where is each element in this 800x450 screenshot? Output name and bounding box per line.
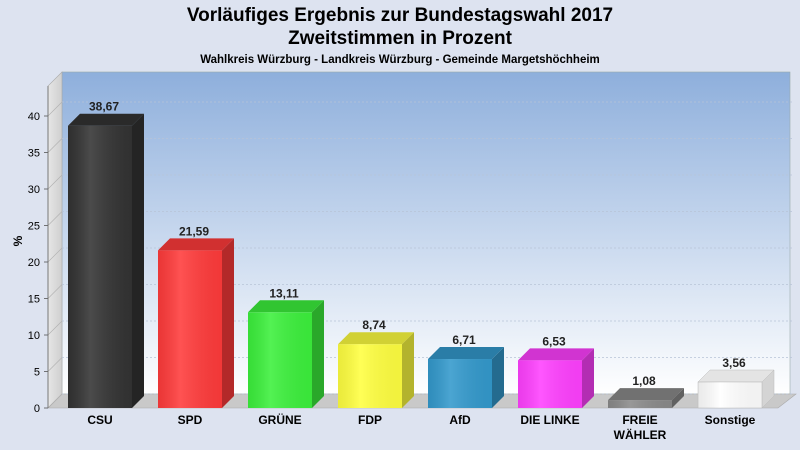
bar-shine xyxy=(248,312,312,408)
bar-spd: 21,59 xyxy=(158,224,234,408)
bars: 38,67 21,59 13,11 8,74 6,71 6,53 1,08 3,56 xyxy=(68,100,775,409)
y-tick-label: 25 xyxy=(28,221,40,233)
bar-top xyxy=(158,238,234,251)
bar-grüne: 13,11 xyxy=(248,286,324,408)
y-tick-label: 0 xyxy=(34,403,40,415)
data-label: 6,71 xyxy=(452,333,476,347)
bar-top xyxy=(338,332,414,345)
grid-line-side xyxy=(47,138,63,153)
grid-line-side xyxy=(47,357,63,372)
y-axis: 0 5 10 15 20 25 30 35 40 xyxy=(28,86,49,415)
bar-side xyxy=(672,388,684,408)
y-tick-label: 20 xyxy=(28,257,40,269)
bar-side xyxy=(132,113,144,409)
bar-shine xyxy=(698,382,762,408)
y-tick-label: 10 xyxy=(28,330,40,342)
x-tick-label: GRÜNE xyxy=(258,412,301,427)
grid-line-side xyxy=(47,247,63,263)
grid-line-side xyxy=(47,211,63,226)
chart-title: Vorläufiges Ergebnis zur Bundestagswahl … xyxy=(186,5,614,26)
bar-shine xyxy=(518,360,582,408)
grid-line-side xyxy=(47,101,63,117)
bar-top xyxy=(68,113,144,126)
x-axis: CSU SPD GRÜNE FDP AfD DIE LINKE FREIE WÄHLER Son… xyxy=(87,412,755,442)
bar-side xyxy=(312,300,324,408)
x-tick-label: FDP xyxy=(358,413,382,427)
bar-side xyxy=(222,238,234,408)
data-label: 13,11 xyxy=(269,286,299,300)
y-axis-label: % xyxy=(11,235,25,246)
x-tick-label: AfD xyxy=(449,413,471,427)
bar-die-linke: 6,53 xyxy=(518,334,594,408)
bar-afd: 6,71 xyxy=(428,333,504,408)
y-tick-label: 35 xyxy=(28,148,40,160)
bar-sonstige: 3,56 xyxy=(697,356,775,409)
data-label: 6,53 xyxy=(542,334,566,348)
bar-freie-wähler: 1,08 xyxy=(608,374,684,408)
x-tick-label: Sonstige xyxy=(705,413,756,427)
chart-subtitle: Wahlkreis Würzburg - Landkreis Würzburg … xyxy=(200,54,600,66)
data-label: 21,59 xyxy=(179,224,209,238)
data-label: 3,56 xyxy=(722,356,746,370)
bar-csu: 38,67 xyxy=(68,100,144,409)
x-tick-label: FREIE WÄHLER xyxy=(614,413,667,442)
x-tick-label: CSU xyxy=(87,413,112,427)
bar-side xyxy=(402,332,414,408)
y-tick-label: 30 xyxy=(28,184,40,196)
bar-fdp: 8,74 xyxy=(338,318,414,408)
bar-top xyxy=(428,347,504,360)
left-wall xyxy=(47,71,63,409)
chart-header: Vorläufiges Ergebnis zur Bundestagswahl … xyxy=(0,0,800,66)
grid-line-side xyxy=(47,393,63,409)
bar-side xyxy=(492,347,504,408)
data-label: 8,74 xyxy=(362,318,386,332)
grid-line-side xyxy=(47,174,63,190)
y-tick-label: 15 xyxy=(28,294,40,306)
bar-top xyxy=(697,369,775,383)
bar-top xyxy=(608,388,684,401)
y-tick-label: 40 xyxy=(28,111,40,123)
grid-line-side xyxy=(47,320,63,336)
data-label: 1,08 xyxy=(632,374,656,388)
bar-top xyxy=(248,300,324,313)
bar-side xyxy=(582,348,594,408)
bar-shine xyxy=(158,250,222,408)
bar-shine xyxy=(68,125,132,409)
chart-title-line2: Zweitstimmen in Prozent xyxy=(288,28,512,49)
bar-shine xyxy=(428,359,492,408)
x-tick-label: DIE LINKE xyxy=(520,413,579,427)
bar-shine xyxy=(338,344,402,408)
data-label: 38,67 xyxy=(89,100,119,114)
bar-shine xyxy=(608,400,672,408)
y-tick-label: 5 xyxy=(34,367,40,379)
x-tick-label: SPD xyxy=(178,413,203,427)
grid-line-side xyxy=(47,284,63,299)
bar-top xyxy=(518,348,594,361)
